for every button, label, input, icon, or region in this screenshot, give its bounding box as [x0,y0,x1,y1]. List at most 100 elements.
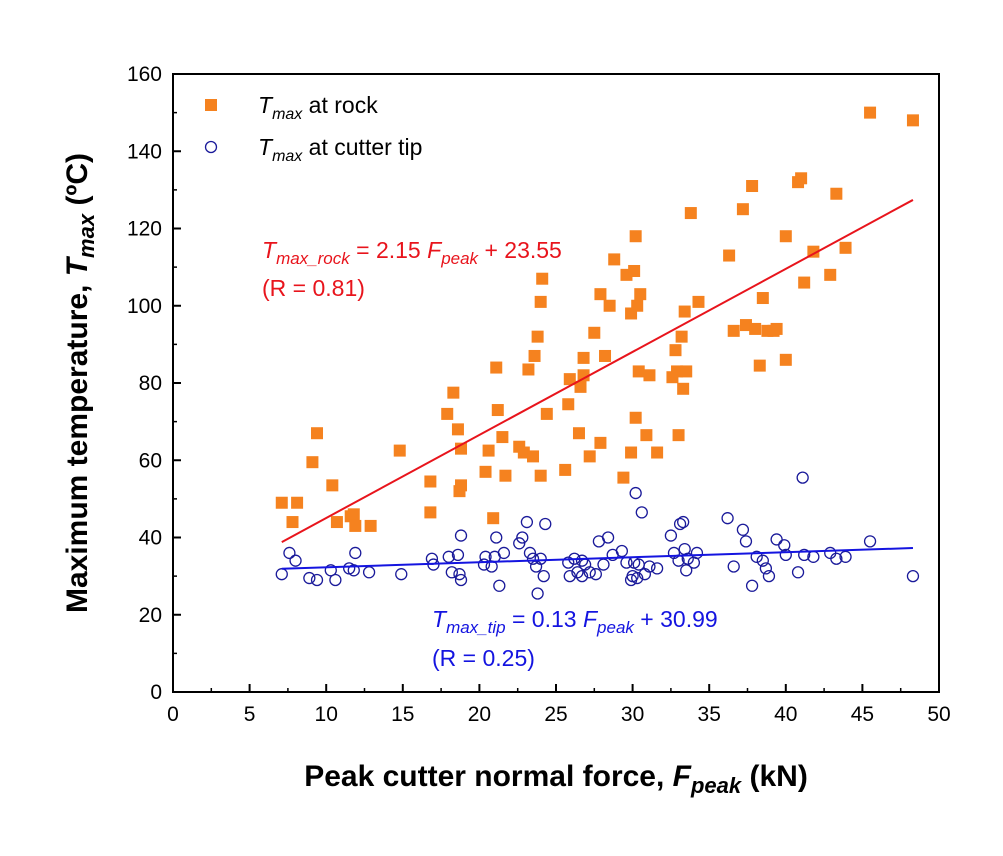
rock-point [625,446,638,459]
tip-point [750,550,763,563]
tip-fit-line [281,547,913,570]
tip-point [721,512,734,525]
rock-point [678,305,691,318]
rock-point [756,292,769,305]
rock-point [527,450,540,463]
tip-point [863,535,877,548]
tip-point [839,550,852,563]
rock-point [326,479,339,492]
tip-point [650,562,664,575]
rock-point [451,423,464,436]
x-axis-title-subscript: peak [690,773,743,798]
tip-point [589,568,602,581]
tip-point [681,552,694,565]
x-axis-title-text: Peak cutter normal force, [304,760,672,793]
tip-point [756,554,769,567]
tip-point [493,579,506,592]
rock-point [577,351,590,364]
rock-point [424,506,437,519]
rock-point [496,431,509,444]
rock-point [528,349,541,362]
tip-point [796,471,809,484]
rock-point [540,407,553,420]
y-tick-label: 120 [127,218,162,241]
y-tick-label: 160 [127,63,162,86]
rock-point [522,363,535,376]
rock-point [651,446,664,459]
legend-tip-text: at cutter tip [302,134,422,160]
tip-point [275,568,288,581]
tip-eq-mid: = 0.13 [506,606,583,632]
tip-point [454,529,468,542]
rock-point [629,411,642,424]
rock-point [669,344,682,357]
x-tick-label: 0 [167,703,179,726]
tip-point [283,546,296,560]
tip-point [770,533,783,546]
tip-point [531,587,544,600]
legend-marker-rock [205,99,217,111]
x-tick-label: 15 [391,703,414,726]
y-axis-title-symbol: T [61,255,94,276]
y-axis-title-text: Maximum temperature, [61,276,94,613]
tip-point [534,552,547,565]
x-axis-title-unit: (kN) [741,760,808,793]
rock-eq-symbol: T [262,237,278,263]
tip-point [629,486,642,500]
tip-point [643,560,656,573]
rock-eq-subscript: max_rock [276,249,351,268]
tip-point [745,579,759,592]
legend-rock-symbol: T [258,92,274,118]
tip-fit-r-value: (R = 0.25) [432,645,535,671]
rock-point [594,288,607,301]
legend-label-tip: Tmax at cutter tip [258,134,422,165]
x-axis-title: Peak cutter normal force, Fpeak (kN) [304,760,808,798]
tip-point [739,535,753,548]
tip-point [526,552,540,565]
tip-point [673,517,687,531]
rock-point [906,114,919,127]
rock-point [577,369,590,382]
x-tick-label: 45 [851,703,874,726]
tip-eq-symbol: T [432,606,448,632]
rock-eq-symbol2: F [427,237,443,263]
tip-eq-subscript2: peak [596,618,635,637]
tip-point [329,573,342,587]
tip-point [791,566,805,579]
tip-point [759,562,773,575]
rock-eq-end: + 23.55 [478,237,562,263]
rock-point [574,380,587,393]
tip-eq-end: + 30.99 [634,606,718,632]
tip-point [778,539,791,552]
x-axis-title-symbol: F [673,760,692,793]
rock-point [739,319,752,332]
rock-point [684,207,697,220]
rock-point [594,436,607,449]
tip-point [736,523,750,536]
tip-point [635,506,648,519]
rock-point [795,172,808,185]
tip-point [677,515,690,529]
tip-point [798,548,811,562]
tip-point [537,569,550,583]
tip-point [289,554,302,567]
rock-point [347,508,360,521]
rock-point [455,479,468,492]
tip-point [347,564,360,577]
rock-point [583,450,596,463]
plot-frame [172,73,940,693]
tip-point [516,531,529,544]
rock-fit-r-value: (R = 0.81) [262,275,365,301]
rock-point [479,465,492,478]
rock-point [311,427,324,440]
tip-point [601,531,615,544]
tip-point [664,529,678,542]
y-tick-label: 140 [127,140,162,163]
rock-point [499,469,512,482]
tip-point [513,537,526,550]
rock-point [531,330,544,343]
tip-point [539,517,552,531]
tip-point [349,546,362,560]
rock-point [330,516,343,529]
